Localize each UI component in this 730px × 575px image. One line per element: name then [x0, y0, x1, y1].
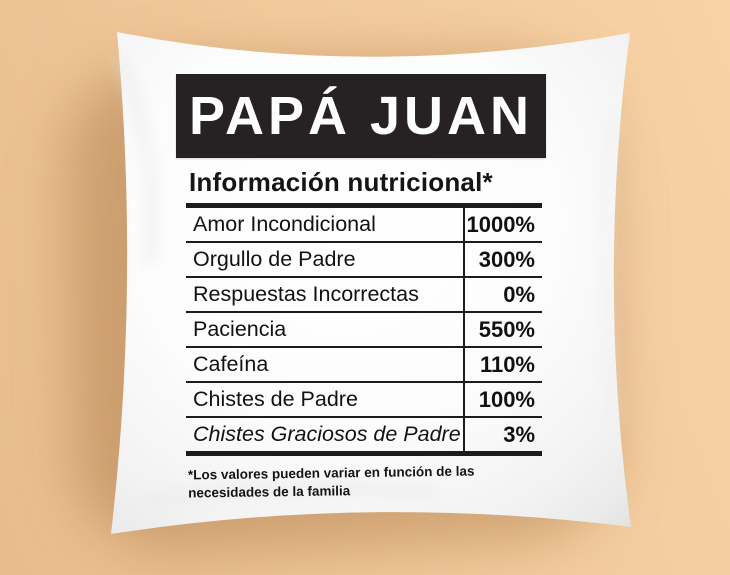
- footnote-line-2: necesidades de la familia: [188, 483, 351, 501]
- row-value: 300%: [463, 243, 542, 276]
- row-label: Respuestas Incorrectas: [193, 282, 419, 306]
- table-row: Respuestas Incorrectas 0%: [186, 278, 542, 313]
- nutrition-table: Amor Incondicional 1000% Orgullo de Padr…: [186, 203, 542, 456]
- row-value: 110%: [463, 348, 542, 381]
- label-banner: PAPÁ JUAN: [176, 74, 546, 158]
- row-label: Cafeína: [193, 352, 269, 376]
- row-label: Amor Incondicional: [193, 212, 376, 236]
- row-value: 3%: [463, 418, 542, 451]
- row-value: 100%: [463, 383, 542, 416]
- table-row: Chistes Graciosos de Padre 3%: [186, 418, 542, 451]
- row-label: Paciencia: [193, 317, 287, 341]
- table-row: Orgullo de Padre 300%: [186, 243, 542, 278]
- label-subtitle: Información nutricional*: [189, 167, 493, 197]
- row-label: Orgullo de Padre: [193, 247, 356, 271]
- row-label: Chistes de Padre: [193, 387, 358, 411]
- table-row: Cafeína 110%: [186, 348, 542, 383]
- row-value: 1000%: [463, 208, 542, 241]
- row-value: 0%: [463, 278, 542, 311]
- table-row: Paciencia 550%: [186, 313, 542, 348]
- nutrition-label: PAPÁ JUAN Información nutricional* Amor …: [176, 74, 546, 500]
- row-label: Chistes Graciosos de Padre: [193, 422, 461, 446]
- row-value: 550%: [463, 313, 542, 346]
- banner-title: PAPÁ JUAN: [188, 86, 534, 146]
- table-row: Chistes de Padre 100%: [186, 383, 542, 418]
- label-footnote: *Los valores pueden variar en función de…: [188, 462, 546, 503]
- table-row: Amor Incondicional 1000%: [186, 208, 542, 243]
